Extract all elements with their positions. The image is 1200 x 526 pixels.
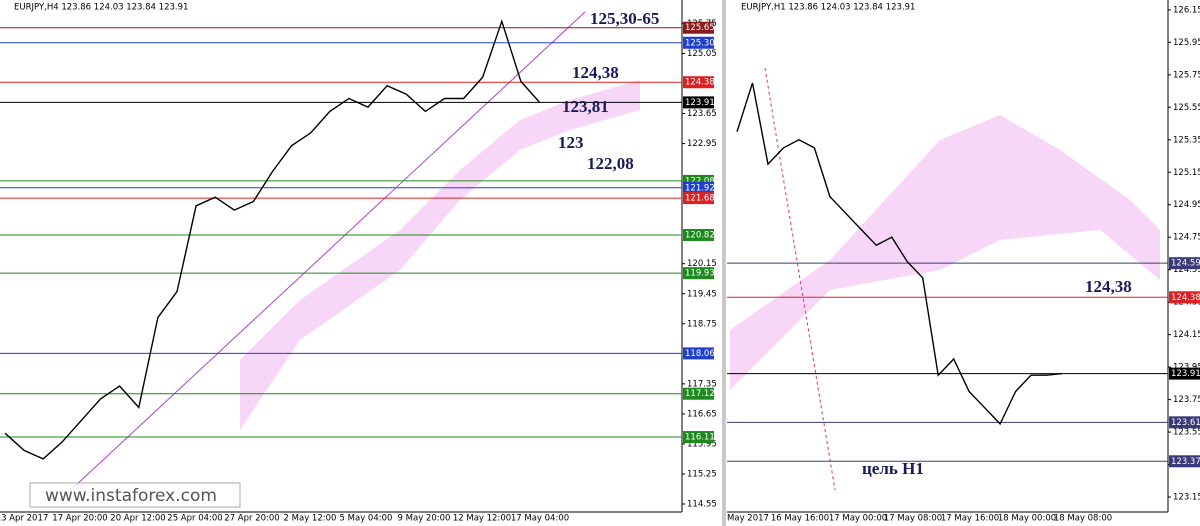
x-tick-label: 27 Apr 20:00 xyxy=(224,514,279,524)
level-box xyxy=(683,347,714,360)
x-tick-label: 18 May 08:00 xyxy=(1054,514,1112,524)
level-box xyxy=(683,96,714,109)
chart-title: EURJPY,H4 123.86 124.03 123.84 123.91 xyxy=(14,3,188,13)
level-box xyxy=(683,21,714,34)
x-tick-label: 9 May 20:00 xyxy=(398,514,451,524)
y-tick-label: 125.05 xyxy=(687,49,717,59)
y-tick-label: 119.45 xyxy=(687,289,717,299)
level-label: 125.30 xyxy=(685,38,715,48)
level-label: 121.68 xyxy=(685,194,715,204)
x-tick-label: 17 May 00:00 xyxy=(829,514,887,524)
y-tick-label: 123.75 xyxy=(1173,395,1200,405)
level-label: 123.37 xyxy=(1171,457,1200,467)
y-tick-label: 115.95 xyxy=(687,439,717,449)
trend-line xyxy=(764,67,836,491)
watermark-box xyxy=(29,482,241,508)
trend-line xyxy=(59,11,586,501)
level-label: 123.91 xyxy=(685,98,715,108)
y-tick-label: 123.55 xyxy=(1173,428,1200,438)
annotation: 125,30-65 xyxy=(590,9,659,28)
panel-divider xyxy=(722,0,726,526)
y-tick-label: 125.95 xyxy=(1173,38,1200,48)
x-tick-label: 18 May 00:00 xyxy=(998,514,1056,524)
level-label: 123.91 xyxy=(1171,369,1200,379)
level-label: 123.61 xyxy=(1171,418,1200,428)
y-tick-label: 120.15 xyxy=(687,259,717,269)
annotation: 122,08 xyxy=(587,154,634,173)
y-tick-label: 124.95 xyxy=(1173,200,1200,210)
ichimoku-cloud xyxy=(240,80,640,430)
y-tick-label: 122.95 xyxy=(687,139,717,149)
y-tick-label: 124.15 xyxy=(1173,330,1200,340)
level-box xyxy=(1169,291,1200,304)
y-tick-label: 125.15 xyxy=(1173,168,1200,178)
x-tick-label: 13 Apr 2017 xyxy=(0,514,48,524)
level-box xyxy=(683,387,714,400)
x-tick-label: 17 May 08:00 xyxy=(884,514,942,524)
level-label: 124.59 xyxy=(1171,259,1200,269)
x-tick-label: 2 May 12:00 xyxy=(284,514,337,524)
price-line xyxy=(736,82,1063,426)
level-label: 121.92 xyxy=(685,183,715,193)
level-box xyxy=(1169,416,1200,429)
y-tick-label: 116.65 xyxy=(687,409,717,419)
annotation: цель H1 xyxy=(862,459,924,478)
price-line xyxy=(4,19,541,460)
level-box xyxy=(1169,455,1200,468)
y-tick-label: 125.75 xyxy=(1173,70,1200,80)
y-tick-label: 124.75 xyxy=(1173,233,1200,243)
y-tick-label: 124.55 xyxy=(1173,265,1200,275)
y-tick-label: 123.65 xyxy=(687,109,717,119)
watermark: www.instaforex.com xyxy=(45,486,217,506)
y-tick-label: 118.75 xyxy=(687,319,717,329)
ichimoku-cloud xyxy=(730,115,1160,390)
level-box xyxy=(683,76,714,89)
level-box xyxy=(1169,367,1200,380)
y-tick-label: 125.35 xyxy=(1173,135,1200,145)
y-tick-label: 115.25 xyxy=(687,469,717,479)
level-box xyxy=(683,36,714,49)
annotation: 124,38 xyxy=(1085,277,1132,296)
level-label: 119.93 xyxy=(685,269,715,279)
level-label: 122.08 xyxy=(685,176,715,186)
level-box xyxy=(683,192,714,205)
x-tick-label: 17 May 16:00 xyxy=(941,514,999,524)
chart-title: EURJPY,H1 123.86 124.03 123.84 123.91 xyxy=(741,3,915,13)
y-tick-label: 126.15 xyxy=(1173,5,1200,15)
level-box xyxy=(683,431,714,444)
y-tick-label: 117.35 xyxy=(687,379,717,389)
annotation: 124,38 xyxy=(572,63,619,82)
x-tick-label: 25 Apr 04:00 xyxy=(167,514,222,524)
level-label: 120.82 xyxy=(685,230,715,240)
x-tick-label: 5 May 04:00 xyxy=(340,514,393,524)
x-tick-label: 20 Apr 12:00 xyxy=(110,514,165,524)
x-tick-label: 17 Apr 20:00 xyxy=(52,514,107,524)
level-box xyxy=(1169,257,1200,270)
y-tick-label: 123.15 xyxy=(1173,493,1200,503)
level-label: 125.65 xyxy=(685,23,715,33)
y-tick-label: 125.55 xyxy=(1173,103,1200,113)
level-label: 124.38 xyxy=(1171,293,1200,303)
level-box xyxy=(683,181,714,194)
annotation: 123,81 xyxy=(562,97,609,116)
x-tick-label: 12 May 12:00 xyxy=(453,514,511,524)
x-tick-label: May 2017 xyxy=(727,514,769,524)
level-box xyxy=(683,267,714,280)
level-label: 118.06 xyxy=(685,349,715,359)
level-box xyxy=(683,228,714,241)
level-label: 124.38 xyxy=(685,78,715,88)
level-label: 117.12 xyxy=(685,389,715,399)
annotation: 123 xyxy=(558,133,584,152)
x-tick-label: 16 May 16:00 xyxy=(771,514,829,524)
x-tick-label: 17 May 04:00 xyxy=(511,514,569,524)
level-label: 116.11 xyxy=(685,433,715,443)
y-tick-label: 114.55 xyxy=(687,499,717,509)
